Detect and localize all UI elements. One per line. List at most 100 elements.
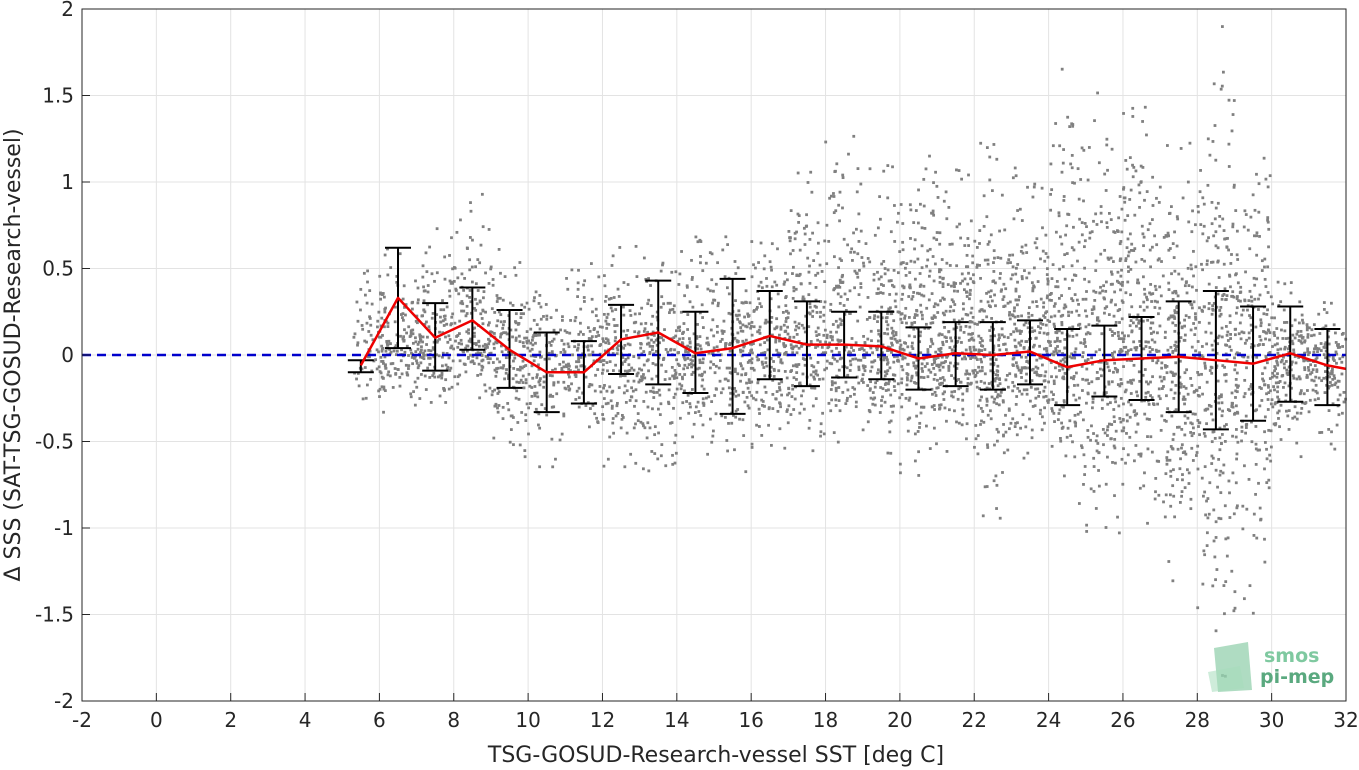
scatter-point <box>688 345 692 349</box>
scatter-point <box>441 299 444 302</box>
scatter-point <box>1234 363 1237 367</box>
scatter-point <box>1211 456 1215 460</box>
scatter-point <box>1117 337 1121 340</box>
scatter-point <box>1220 297 1224 301</box>
scatter-point <box>1063 371 1067 375</box>
scatter-point <box>657 431 660 435</box>
scatter-point <box>496 392 500 395</box>
scatter-point <box>433 375 437 379</box>
scatter-point <box>896 382 900 386</box>
scatter-point <box>431 374 435 378</box>
scatter-point <box>696 323 699 326</box>
scatter-point <box>663 378 667 381</box>
scatter-point <box>673 441 677 445</box>
scatter-point <box>1243 392 1247 395</box>
scatter-point <box>1201 309 1204 313</box>
scatter-point <box>1255 536 1259 540</box>
scatter-point <box>517 397 521 401</box>
scatter-point <box>1271 405 1275 409</box>
scatter-point <box>1322 345 1326 349</box>
scatter-point <box>808 312 812 316</box>
scatter-point <box>797 363 801 366</box>
scatter-point <box>882 284 885 287</box>
scatter-point <box>721 332 725 335</box>
scatter-point <box>470 280 474 284</box>
scatter-point <box>755 390 759 394</box>
scatter-point <box>1219 305 1223 309</box>
scatter-point <box>736 317 740 321</box>
scatter-point <box>783 446 787 450</box>
scatter-point <box>719 340 722 343</box>
scatter-point <box>845 366 849 370</box>
scatter-point <box>499 271 502 275</box>
scatter-point <box>509 414 513 418</box>
scatter-point <box>1213 436 1217 440</box>
scatter-point <box>698 335 702 339</box>
scatter-point <box>1090 230 1094 234</box>
scatter-point <box>637 356 641 360</box>
scatter-point <box>1071 181 1074 185</box>
scatter-point <box>1270 375 1274 379</box>
scatter-point <box>868 388 872 392</box>
scatter-point <box>456 345 460 349</box>
scatter-point <box>623 360 627 363</box>
scatter-point <box>936 363 940 367</box>
scatter-point <box>1136 278 1140 282</box>
scatter-point <box>455 230 459 234</box>
scatter-point <box>1031 300 1035 304</box>
scatter-point <box>833 381 837 385</box>
scatter-point <box>817 333 821 336</box>
scatter-point <box>761 362 765 366</box>
scatter-point <box>775 326 778 330</box>
scatter-point <box>1218 436 1222 440</box>
scatter-point <box>928 269 932 273</box>
scatter-point <box>380 344 384 348</box>
scatter-point <box>907 316 911 319</box>
scatter-point <box>1085 530 1089 533</box>
scatter-point <box>886 362 889 366</box>
scatter-point <box>829 409 833 413</box>
scatter-point <box>928 154 931 158</box>
scatter-point <box>394 344 398 348</box>
scatter-point <box>916 291 919 295</box>
scatter-point <box>802 326 806 330</box>
scatter-point <box>934 170 937 174</box>
scatter-point <box>1039 326 1043 330</box>
scatter-point <box>827 239 831 243</box>
scatter-point <box>1049 291 1053 295</box>
scatter-point <box>579 330 582 334</box>
scatter-point <box>893 299 897 303</box>
scatter-point <box>678 373 682 376</box>
scatter-point <box>959 380 963 384</box>
scatter-point <box>757 407 761 411</box>
scatter-point <box>535 373 539 377</box>
scatter-point <box>879 386 883 389</box>
scatter-point <box>400 313 403 316</box>
scatter-point <box>469 360 473 364</box>
scatter-point <box>1016 263 1020 266</box>
scatter-point <box>588 425 591 429</box>
scatter-point <box>1112 314 1116 318</box>
scatter-point <box>1234 378 1238 381</box>
scatter-point <box>789 413 793 416</box>
scatter-point <box>1104 482 1108 486</box>
scatter-point <box>1205 239 1209 243</box>
scatter-point <box>1030 436 1034 440</box>
scatter-point <box>369 377 373 381</box>
scatter-point <box>411 341 415 345</box>
scatter-point <box>1143 471 1146 475</box>
scatter-point <box>796 171 800 175</box>
scatter-point <box>947 369 951 372</box>
scatter-point <box>1097 484 1101 488</box>
scatter-point <box>1264 357 1268 360</box>
scatter-point <box>807 270 811 274</box>
scatter-point <box>633 330 637 334</box>
scatter-point <box>1118 259 1122 263</box>
scatter-point <box>752 396 755 400</box>
scatter-point <box>956 397 960 401</box>
scatter-point <box>479 351 483 355</box>
scatter-point <box>886 312 889 315</box>
scatter-point <box>1032 185 1036 189</box>
scatter-point <box>1217 457 1221 461</box>
scatter-point <box>1129 267 1133 271</box>
